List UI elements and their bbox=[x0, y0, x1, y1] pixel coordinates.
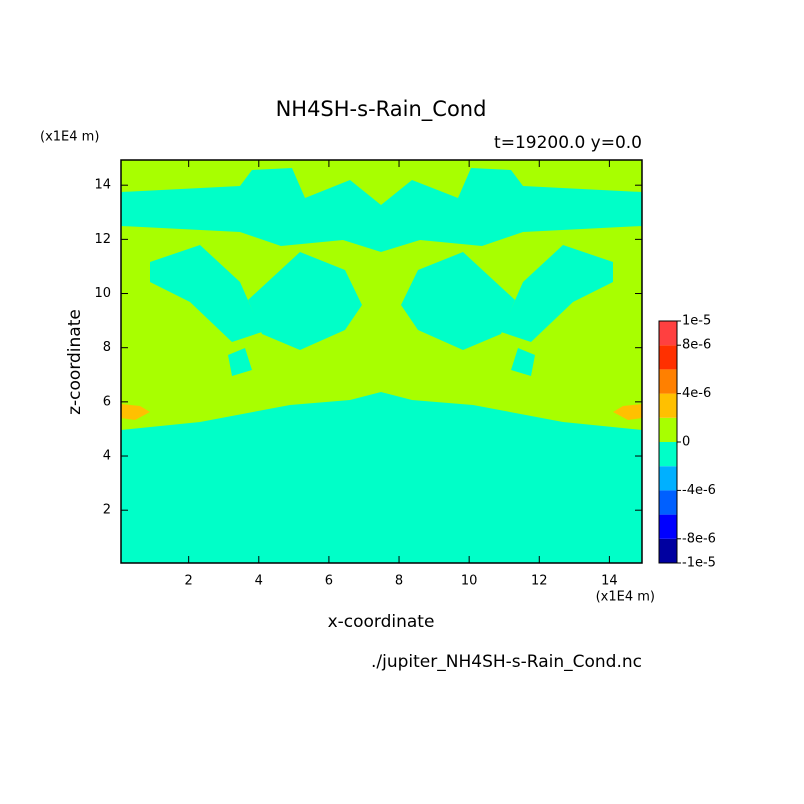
colorbar-tick-label: 8e-6 bbox=[682, 338, 711, 353]
chart-subtitle: t=19200.0 y=0.0 bbox=[494, 133, 642, 153]
colorbar-band bbox=[659, 538, 677, 563]
contour-region bbox=[511, 348, 535, 376]
x-tick-label: 2 bbox=[185, 574, 193, 589]
colorbar-band bbox=[659, 369, 677, 394]
y-tick-label: 2 bbox=[103, 503, 111, 518]
contour-region bbox=[401, 252, 515, 350]
file-name: ./jupiter_NH4SH-s-Rain_Cond.nc bbox=[371, 652, 642, 672]
colorbar-band bbox=[659, 466, 677, 491]
y-tick-label: 10 bbox=[94, 286, 111, 301]
x-tick-label: 14 bbox=[601, 574, 618, 589]
contour-region bbox=[121, 168, 642, 252]
contour-region bbox=[121, 404, 150, 420]
y-tick-label: 8 bbox=[103, 340, 111, 355]
y-tick-label: 4 bbox=[103, 449, 111, 464]
colorbar-band bbox=[659, 321, 677, 346]
contour-region bbox=[121, 392, 642, 563]
colorbar-tick-label: 0 bbox=[682, 435, 690, 450]
colorbar-tick-label: -8e-6 bbox=[682, 531, 716, 546]
x-axis-unit: (x1E4 m) bbox=[596, 590, 655, 605]
colorbar-tick-label: 1e-5 bbox=[682, 314, 711, 329]
y-tick-label: 14 bbox=[94, 178, 111, 193]
y-tick-label: 12 bbox=[94, 232, 111, 247]
contour-region bbox=[228, 348, 252, 376]
colorbar-band bbox=[659, 345, 677, 370]
chart-title: NH4SH-s-Rain_Cond bbox=[276, 97, 487, 122]
colorbar-tick-label: -4e-6 bbox=[682, 483, 716, 498]
axes: 2 4 6 8 10 12 14 2 4 6 8 10 12 14 1e-5 8e-6 4e-6 0 -4e-6 -8… bbox=[94, 160, 716, 589]
y-tick-label: 6 bbox=[103, 394, 111, 409]
y-axis-unit: (x1E4 m) bbox=[40, 130, 99, 145]
colorbar-band bbox=[659, 417, 677, 442]
x-tick-label: 6 bbox=[325, 574, 333, 589]
colorbar-band bbox=[659, 514, 677, 539]
colorbar-tick-label: 4e-6 bbox=[682, 386, 711, 401]
plot-frame bbox=[120, 159, 643, 564]
contour-region bbox=[613, 404, 642, 420]
contour-region bbox=[501, 245, 613, 342]
x-axis-label: x-coordinate bbox=[328, 612, 435, 632]
contour-field bbox=[121, 160, 642, 563]
x-tick-label: 10 bbox=[461, 574, 478, 589]
y-axis-label: z-coordinate bbox=[65, 309, 85, 415]
contour-region bbox=[150, 245, 262, 342]
x-tick-label: 8 bbox=[395, 574, 403, 589]
x-tick-label: 4 bbox=[255, 574, 263, 589]
colorbar-band bbox=[659, 393, 677, 418]
colorbar-band bbox=[659, 490, 677, 515]
x-tick-label: 12 bbox=[531, 574, 548, 589]
colorbar-tick-label: -1e-5 bbox=[682, 556, 716, 571]
colorbar-band bbox=[659, 442, 677, 467]
contour-region bbox=[248, 252, 362, 350]
